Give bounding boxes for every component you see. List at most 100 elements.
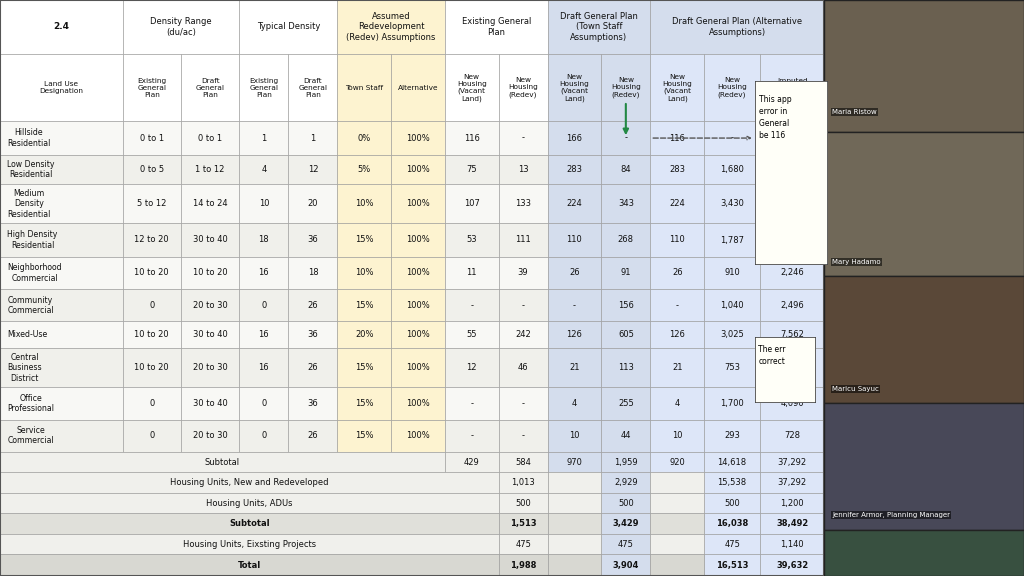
Bar bbox=[240, 321, 289, 348]
Text: -: - bbox=[625, 134, 628, 143]
Bar bbox=[123, 289, 181, 321]
Bar bbox=[548, 419, 601, 452]
Text: 116: 116 bbox=[464, 134, 479, 143]
Bar bbox=[123, 184, 181, 223]
Bar bbox=[123, 122, 181, 155]
Bar bbox=[548, 122, 601, 155]
Bar bbox=[548, 155, 601, 184]
Text: 475: 475 bbox=[515, 540, 531, 549]
Bar bbox=[499, 223, 548, 257]
Bar bbox=[240, 257, 289, 289]
Text: 14 to 24: 14 to 24 bbox=[193, 199, 227, 209]
Text: Office
Professional: Office Professional bbox=[7, 394, 54, 413]
Bar bbox=[289, 223, 338, 257]
Bar bbox=[391, 419, 444, 452]
Bar bbox=[0, 555, 499, 576]
Text: -: - bbox=[730, 134, 733, 143]
Bar bbox=[601, 321, 650, 348]
Bar bbox=[391, 54, 444, 122]
Text: 475: 475 bbox=[724, 540, 740, 549]
Text: 26: 26 bbox=[569, 268, 580, 278]
Text: 10 to 20: 10 to 20 bbox=[134, 363, 169, 372]
Bar bbox=[499, 472, 548, 493]
Text: Medium
Density
Residential: Medium Density Residential bbox=[7, 189, 51, 219]
Bar bbox=[338, 387, 391, 419]
Text: 20 to 30: 20 to 30 bbox=[193, 301, 227, 310]
Bar bbox=[601, 122, 650, 155]
Text: 605: 605 bbox=[617, 331, 634, 339]
Text: Mixed-Use: Mixed-Use bbox=[7, 331, 47, 339]
Text: 10 to 20: 10 to 20 bbox=[134, 268, 169, 278]
Bar bbox=[548, 184, 601, 223]
Text: 12 to 20: 12 to 20 bbox=[134, 236, 169, 244]
Bar bbox=[548, 223, 601, 257]
Bar bbox=[123, 321, 181, 348]
Text: 728: 728 bbox=[784, 431, 800, 440]
Text: 12: 12 bbox=[307, 165, 318, 174]
Bar bbox=[650, 555, 705, 576]
Bar bbox=[240, 54, 289, 122]
Text: -: - bbox=[521, 399, 524, 408]
Text: 16,513: 16,513 bbox=[716, 560, 749, 570]
Bar bbox=[548, 289, 601, 321]
Bar bbox=[123, 0, 240, 54]
Text: 110: 110 bbox=[566, 236, 583, 244]
Bar bbox=[289, 122, 338, 155]
Bar bbox=[760, 348, 824, 387]
Text: 75: 75 bbox=[466, 165, 477, 174]
Text: 20: 20 bbox=[307, 199, 318, 209]
Text: 46: 46 bbox=[518, 363, 528, 372]
Text: 38,492: 38,492 bbox=[776, 519, 808, 528]
Text: New
Housing
(Redev): New Housing (Redev) bbox=[611, 77, 641, 98]
Text: 1,140: 1,140 bbox=[780, 540, 804, 549]
Bar bbox=[444, 223, 499, 257]
Bar bbox=[391, 257, 444, 289]
Bar bbox=[760, 513, 824, 534]
Bar bbox=[0, 513, 499, 534]
Bar bbox=[499, 348, 548, 387]
Text: Community
Commercial: Community Commercial bbox=[7, 295, 54, 315]
Text: 5%: 5% bbox=[357, 165, 371, 174]
Bar bbox=[289, 257, 338, 289]
Bar bbox=[240, 387, 289, 419]
Text: -: - bbox=[573, 301, 575, 310]
Bar bbox=[0, 452, 444, 472]
Text: 39: 39 bbox=[518, 268, 528, 278]
Text: 10%: 10% bbox=[355, 199, 374, 209]
Bar bbox=[181, 257, 240, 289]
Bar bbox=[289, 419, 338, 452]
Text: 100%: 100% bbox=[407, 165, 430, 174]
Text: 20 to 30: 20 to 30 bbox=[193, 431, 227, 440]
Bar bbox=[240, 184, 289, 223]
Bar bbox=[0, 122, 123, 155]
Bar bbox=[499, 452, 548, 472]
Text: 224: 224 bbox=[670, 199, 685, 209]
Bar bbox=[705, 555, 760, 576]
Bar bbox=[499, 122, 548, 155]
Text: 30 to 40: 30 to 40 bbox=[193, 236, 227, 244]
Bar bbox=[499, 555, 548, 576]
Text: 1,013: 1,013 bbox=[511, 478, 535, 487]
Bar bbox=[548, 534, 601, 555]
Bar bbox=[548, 452, 601, 472]
Bar bbox=[181, 321, 240, 348]
Bar bbox=[760, 534, 824, 555]
Text: 55: 55 bbox=[467, 331, 477, 339]
Text: Housing Units, New and Redeveloped: Housing Units, New and Redeveloped bbox=[170, 478, 329, 487]
Text: Low Density
Residential: Low Density Residential bbox=[7, 160, 55, 179]
Bar bbox=[0, 257, 123, 289]
Bar bbox=[705, 257, 760, 289]
Bar bbox=[824, 276, 1024, 403]
Text: -: - bbox=[470, 301, 473, 310]
Text: 753: 753 bbox=[724, 363, 740, 372]
Bar bbox=[548, 348, 601, 387]
Text: 429: 429 bbox=[464, 458, 479, 467]
Text: 100%: 100% bbox=[407, 134, 430, 143]
Text: 1,040: 1,040 bbox=[720, 301, 743, 310]
Bar bbox=[338, 419, 391, 452]
Bar bbox=[0, 184, 123, 223]
Text: 15%: 15% bbox=[355, 399, 374, 408]
Bar bbox=[705, 472, 760, 493]
Text: 26: 26 bbox=[307, 301, 318, 310]
Text: 3,429: 3,429 bbox=[612, 519, 639, 528]
